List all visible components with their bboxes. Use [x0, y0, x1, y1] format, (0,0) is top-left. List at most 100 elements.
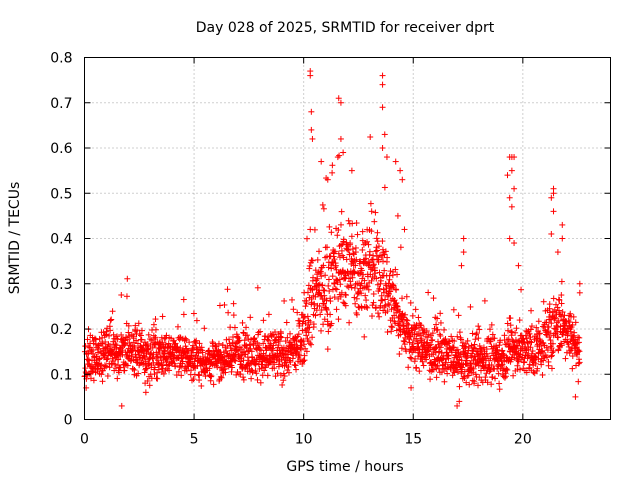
x-tick-label: 5 [190, 432, 199, 448]
data-point [420, 362, 427, 369]
data-point [228, 347, 235, 354]
data-point [455, 360, 462, 367]
data-point [508, 167, 515, 174]
data-point [309, 257, 316, 264]
data-point [98, 361, 105, 368]
x-tick-label: 10 [295, 432, 313, 448]
data-point [378, 292, 385, 299]
data-point [117, 364, 124, 371]
data-point [192, 339, 199, 346]
data-point [99, 378, 106, 385]
data-point [456, 398, 463, 405]
data-point [141, 369, 148, 376]
data-point [348, 284, 355, 291]
y-tick-label: 0.6 [50, 141, 72, 157]
data-point [473, 330, 480, 337]
data-point [261, 367, 268, 374]
data-point [510, 372, 517, 379]
data-point [138, 327, 145, 334]
plot-frame [84, 57, 611, 420]
data-point [484, 379, 491, 386]
data-point [558, 292, 565, 299]
data-point [264, 372, 271, 379]
data-point [104, 373, 111, 380]
data-point [304, 289, 311, 296]
data-point [411, 326, 418, 333]
data-point [499, 347, 506, 354]
data-point [418, 355, 425, 362]
data-point [305, 329, 312, 336]
grid-layer [84, 57, 611, 420]
data-point [308, 257, 315, 264]
data-point [456, 383, 463, 390]
data-point [326, 223, 333, 230]
data-point [240, 374, 247, 381]
data-point [249, 354, 256, 361]
data-point [559, 235, 566, 242]
data-point [230, 312, 237, 319]
data-point [322, 272, 329, 279]
data-point [483, 370, 490, 377]
data-point [376, 285, 383, 292]
data-point [535, 356, 542, 363]
data-point [190, 310, 197, 317]
data-point [215, 340, 222, 347]
data-point [396, 351, 403, 358]
data-point [335, 250, 342, 257]
data-point [166, 367, 173, 374]
data-point [125, 322, 132, 329]
data-point [110, 358, 117, 365]
data-point [549, 349, 556, 356]
data-point [353, 220, 360, 227]
data-point [441, 378, 448, 385]
data-point [326, 288, 333, 295]
data-point [384, 308, 391, 315]
data-point [550, 295, 557, 302]
data-point [569, 353, 576, 360]
data-point [460, 235, 467, 242]
data-point [456, 329, 463, 336]
data-point [390, 282, 397, 289]
data-point [364, 304, 371, 311]
data-point [460, 249, 467, 256]
data-point [303, 348, 310, 355]
data-point [307, 72, 314, 79]
data-point [570, 313, 577, 320]
data-point [210, 381, 217, 388]
data-point [127, 357, 134, 364]
data-point [450, 344, 457, 351]
data-point [553, 322, 560, 329]
data-point [347, 240, 354, 247]
data-point [526, 330, 533, 337]
data-point [108, 316, 115, 323]
data-point [384, 254, 391, 261]
data-point [404, 317, 411, 324]
data-point [340, 149, 347, 156]
data-point [526, 361, 533, 368]
data-point [433, 374, 440, 381]
data-point [376, 269, 383, 276]
data-point [154, 375, 161, 382]
data-point [418, 349, 425, 356]
data-point [528, 323, 535, 330]
data-point [566, 319, 573, 326]
data-point [368, 208, 375, 215]
data-point [233, 371, 240, 378]
data-point [375, 310, 382, 317]
data-point [175, 368, 182, 375]
data-point [401, 341, 408, 348]
data-point [429, 336, 436, 343]
data-point [296, 352, 303, 359]
data-point [366, 248, 373, 255]
data-point [546, 334, 553, 341]
data-point [388, 323, 395, 330]
data-point [324, 176, 331, 183]
data-point [345, 247, 352, 254]
data-point [114, 333, 121, 340]
data-point [255, 342, 262, 349]
data-point [375, 243, 382, 250]
data-point [437, 310, 444, 317]
data-point [487, 355, 494, 362]
data-point [92, 336, 99, 343]
data-point [423, 327, 430, 334]
